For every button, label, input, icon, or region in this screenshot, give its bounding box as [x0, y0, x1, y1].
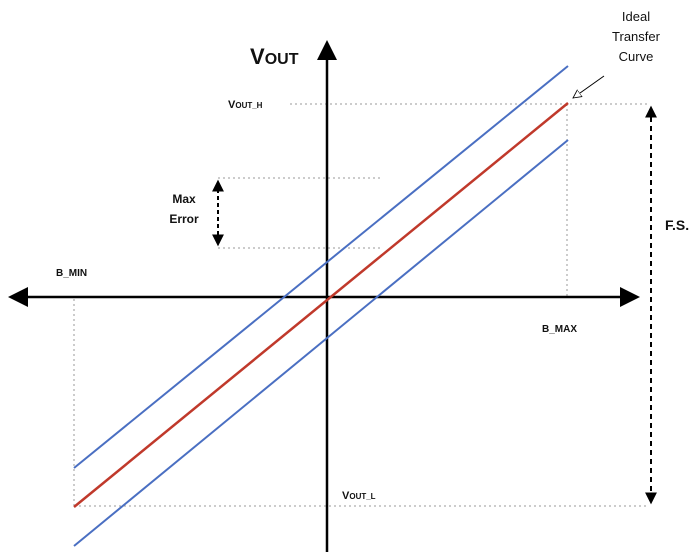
lower-error-bound-line	[73, 139, 569, 547]
ideal-transfer-curve	[73, 102, 569, 508]
full-scale-label: F.S.	[665, 217, 689, 233]
ideal-curve-pointer-arrow	[573, 75, 605, 98]
upper-error-bound-line	[73, 65, 569, 469]
max-error-label-line2: Error	[169, 212, 199, 226]
guide-lines	[73, 103, 648, 507]
b-max-label: B_MAX	[542, 324, 577, 335]
vout-l-label: VOUT_L	[342, 490, 376, 502]
y-axis-label: VOUT	[250, 44, 299, 69]
ideal-curve-label-line1: Ideal	[622, 9, 650, 24]
ideal-curve-label-line3: Curve	[619, 49, 654, 64]
b-min-label: B_MIN	[56, 268, 87, 279]
ideal-curve-label-line2: Transfer	[612, 29, 661, 44]
max-error-label-line1: Max	[172, 192, 196, 206]
vout-h-label: VOUT_H	[228, 99, 263, 111]
